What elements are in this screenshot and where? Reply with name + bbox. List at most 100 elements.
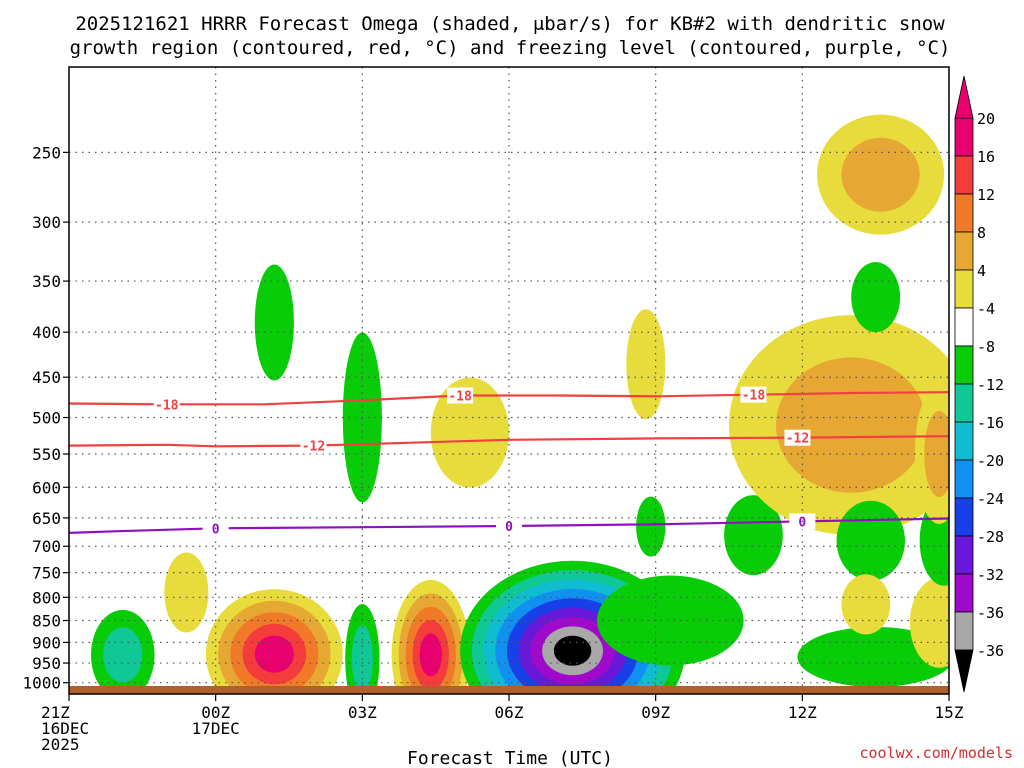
colorbar-swatch <box>954 269 974 309</box>
colorbar-label: -4 <box>977 300 995 318</box>
omega-region-10-level-0 <box>626 309 666 420</box>
y-tick-label: 250 <box>32 143 61 162</box>
dgz-minus-18-label-bg <box>740 386 767 403</box>
x-tick-label: 06Z <box>495 703 524 722</box>
omega-region-2-level-4 <box>254 635 294 673</box>
omega-region-11-level-0 <box>636 496 666 557</box>
dgz-minus-18-label: -18 <box>155 398 179 413</box>
dgz-minus-18-label-bg <box>447 387 474 404</box>
x-tick-label: 15Z <box>935 703 964 722</box>
colorbar-swatch <box>954 611 974 651</box>
colorbar-swatch <box>954 535 974 575</box>
x-tick-label: 2025 <box>41 735 80 754</box>
omega-region-8-level-8 <box>553 635 592 666</box>
colorbar-swatch <box>954 459 974 499</box>
colorbar-swatch <box>954 497 974 537</box>
chart-title-line1: 2025121621 HRRR Forecast Omega (shaded, … <box>75 13 945 35</box>
colorbar-label: -12 <box>977 376 1004 394</box>
chart-title-line2: growth region (contoured, red, °C) and f… <box>70 37 951 59</box>
colorbar-label: -32 <box>977 566 1004 584</box>
dgz-minus-12-line <box>69 435 949 448</box>
omega-region-3-level-0 <box>254 264 294 381</box>
freezing-level-0-line <box>69 517 949 534</box>
x-axis-label: Forecast Time (UTC) <box>407 748 613 768</box>
colorbar-max-triangle <box>954 75 974 119</box>
freezing-level-0-label-bg <box>202 520 229 537</box>
omega-region-16-level-0 <box>797 626 949 687</box>
omega-region-13-level-1 <box>776 357 927 493</box>
colorbar-label: -16 <box>977 414 1004 432</box>
freezing-level-0-label-bg <box>789 513 816 530</box>
credit-text: coolwx.com/models <box>859 744 1013 762</box>
dgz-minus-18-label-bg <box>153 396 180 413</box>
x-tick-label: 12Z <box>788 703 817 722</box>
x-tick-label: 03Z <box>348 703 377 722</box>
ground-surface-bar <box>69 686 949 694</box>
omega-region-0-level-1 <box>103 627 143 683</box>
colorbar-swatch <box>954 421 974 461</box>
colorbar-swatch <box>954 193 974 233</box>
colorbar-swatch <box>954 345 974 385</box>
y-axis-pressure: 250 300 350 400 450 500 550 600 650 700 750 800 850 9… <box>22 143 69 693</box>
omega-region-17-level-0 <box>836 500 905 581</box>
colorbar-label: 8 <box>977 224 986 242</box>
omega-region-12-level-0 <box>724 495 783 576</box>
y-tick-label: 550 <box>32 445 61 464</box>
y-tick-label: 350 <box>32 272 61 291</box>
y-tick-label: 950 <box>32 654 61 673</box>
x-tick-label: 00Z <box>201 703 230 722</box>
y-tick-label: 400 <box>32 323 61 342</box>
y-tick-label: 1000 <box>22 674 61 693</box>
y-tick-label: 700 <box>32 537 61 556</box>
y-tick-label: 600 <box>32 478 61 497</box>
colorbar: 20 16 12 8 4 -4 -8 -12 -16 -20 -24 -28 -32 -36 -36 <box>954 75 1004 693</box>
colorbar-label: -28 <box>977 528 1004 546</box>
colorbar-label: 20 <box>977 110 995 128</box>
dgz-minus-12-label-bg <box>784 429 811 446</box>
temperature-contours: -18 -18 -18 -12 -12 0 0 0 <box>69 386 949 537</box>
omega-shaded-regions <box>91 114 949 693</box>
colorbar-label: -8 <box>977 338 995 356</box>
dgz-minus-18-label: -18 <box>448 389 472 404</box>
colorbar-label: 4 <box>977 262 986 280</box>
x-tick-label: 17DEC <box>192 719 240 738</box>
colorbar-label: -36 <box>977 604 1004 622</box>
colorbar-min-triangle <box>954 649 974 693</box>
y-tick-label: 300 <box>32 213 61 232</box>
y-tick-label: 900 <box>32 633 61 652</box>
colorbar-swatch <box>954 307 974 347</box>
y-tick-label: 750 <box>32 564 61 583</box>
colorbar-swatch <box>954 117 974 157</box>
colorbar-label: -20 <box>977 452 1004 470</box>
colorbar-label: -24 <box>977 490 1004 508</box>
omega-region-14-level-1 <box>841 137 920 212</box>
gridlines <box>69 67 949 694</box>
omega-region-19-level-0 <box>909 577 949 668</box>
dgz-minus-18-label: -18 <box>742 389 766 404</box>
x-tick-label: 16DEC <box>41 719 89 738</box>
omega-region-21-level-1 <box>924 410 949 498</box>
x-tick-label: 09Z <box>641 703 670 722</box>
omega-region-15-level-0 <box>851 262 901 333</box>
x-tick-label: 21Z <box>41 703 70 722</box>
colorbar-swatch <box>954 573 974 613</box>
omega-region-1-level-0 <box>164 552 209 633</box>
colorbar-min-label: -36 <box>977 642 1004 660</box>
y-tick-label: 850 <box>32 612 61 631</box>
y-tick-label: 800 <box>32 588 61 607</box>
omega-region-9-level-0 <box>597 575 744 666</box>
colorbar-swatch <box>954 231 974 271</box>
colorbar-label: 12 <box>977 186 995 204</box>
freezing-level-0-label: 0 <box>798 515 806 530</box>
dgz-minus-18-line <box>69 391 949 406</box>
omega-region-7-level-0 <box>430 377 509 488</box>
freezing-level-0-label-bg <box>496 518 522 535</box>
colorbar-swatch <box>954 383 974 423</box>
omega-region-18-level-0 <box>841 574 891 635</box>
y-tick-label: 450 <box>32 368 61 387</box>
dgz-minus-12-label-bg <box>300 437 327 454</box>
dgz-minus-12-label: -12 <box>786 432 809 447</box>
freezing-level-0-label: 0 <box>212 522 220 537</box>
